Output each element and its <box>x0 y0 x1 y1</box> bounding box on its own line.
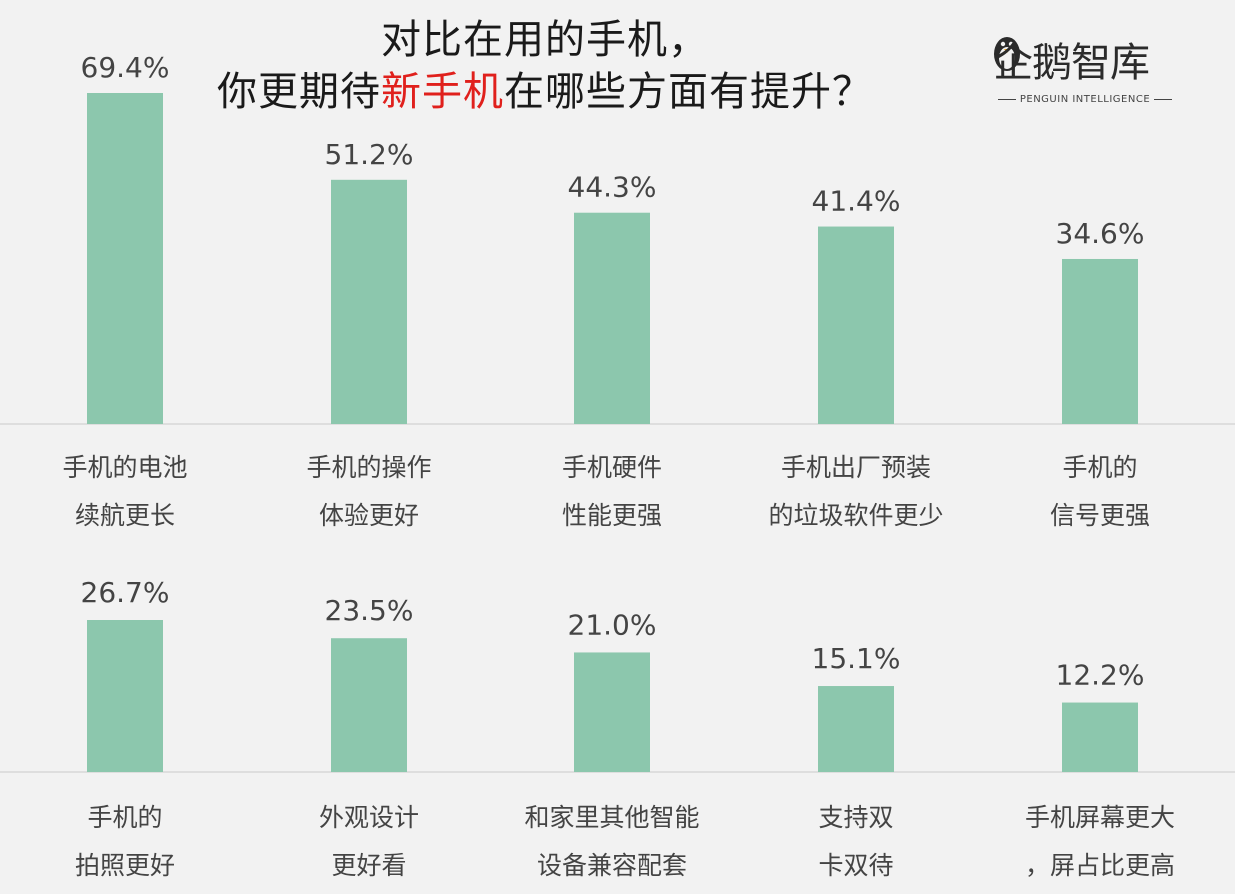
title-line-2: 你更期待新手机在哪些方面有提升？ <box>150 66 940 118</box>
brand-logo: 企鹅智库 PENGUIN INTELLIGENCE <box>985 28 1185 118</box>
category-label-line: 手机出厂预装 <box>780 453 931 482</box>
title-line-2-suffix: 在哪些方面有提升？ <box>504 69 873 115</box>
bar <box>574 212 650 424</box>
bar <box>331 638 407 772</box>
category-label: 支持双 卡双待 <box>746 794 966 890</box>
category-label-line: 卡双待 <box>818 851 894 880</box>
category-label: 手机硬件 性能更强 <box>502 444 722 540</box>
bar <box>87 620 163 772</box>
bar <box>818 226 894 424</box>
data-label: 26.7% <box>81 576 170 609</box>
penguin-icon <box>994 37 1020 71</box>
category-label: 手机的电池 续航更长 <box>15 444 235 540</box>
category-label-line: 的垃圾软件更少 <box>768 501 944 530</box>
category-label-line: 更好看 <box>331 851 407 880</box>
bar <box>818 686 894 772</box>
category-label-line: 支持双 <box>818 803 894 832</box>
title-line-2-prefix: 你更期待 <box>217 69 381 115</box>
category-label-line: 性能更强 <box>561 501 662 530</box>
bar <box>87 93 163 424</box>
category-label-line: 手机屏幕更大 <box>1024 803 1175 832</box>
category-label-line: 手机的 <box>1062 453 1138 482</box>
logo-name: 企鹅智库 <box>993 40 1150 86</box>
bar <box>331 179 407 424</box>
data-label: 15.1% <box>812 642 901 675</box>
data-label: 34.6% <box>1056 217 1145 250</box>
bar <box>574 652 650 772</box>
category-label-line: 手机的电池 <box>62 453 188 482</box>
category-label-line: 外观设计 <box>318 803 419 832</box>
category-label: 手机出厂预装 的垃圾软件更少 <box>746 444 966 540</box>
category-label: 手机的 信号更强 <box>990 444 1210 540</box>
category-label-line: 设备兼容配套 <box>536 851 687 880</box>
data-label: 23.5% <box>325 594 414 627</box>
category-label-line: 体验更好 <box>318 501 419 530</box>
category-label-line: ，屏占比更高 <box>1024 851 1175 880</box>
chart-title: 对比在用的手机， 你更期待新手机在哪些方面有提升？ <box>150 14 940 118</box>
data-label: 21.0% <box>568 608 657 641</box>
category-label-line: 续航更长 <box>74 501 175 530</box>
bar <box>1062 702 1138 772</box>
category-label: 手机的操作 体验更好 <box>259 444 479 540</box>
title-line-1: 对比在用的手机， <box>381 17 709 63</box>
category-label-line: 信号更强 <box>1049 501 1150 530</box>
category-label-line: 手机的操作 <box>306 453 432 482</box>
category-label: 手机屏幕更大 ，屏占比更高 <box>990 794 1210 890</box>
category-label-line: 拍照更好 <box>74 851 175 880</box>
logo-subtitle: PENGUIN INTELLIGENCE <box>985 94 1185 105</box>
category-label: 手机的 拍照更好 <box>15 794 235 890</box>
data-label: 41.4% <box>812 185 901 218</box>
data-label: 69.4% <box>81 51 170 84</box>
data-label: 44.3% <box>568 171 657 204</box>
data-label: 12.2% <box>1056 659 1145 692</box>
category-label-line: 手机硬件 <box>561 453 662 482</box>
category-label: 外观设计 更好看 <box>259 794 479 890</box>
category-label-line: 手机的 <box>87 803 163 832</box>
category-label: 和家里其他智能 设备兼容配套 <box>502 794 722 890</box>
category-label-line: 和家里其他智能 <box>524 803 700 832</box>
bar <box>1062 258 1138 424</box>
data-label: 51.2% <box>325 138 414 171</box>
title-highlight: 新手机 <box>381 69 504 115</box>
